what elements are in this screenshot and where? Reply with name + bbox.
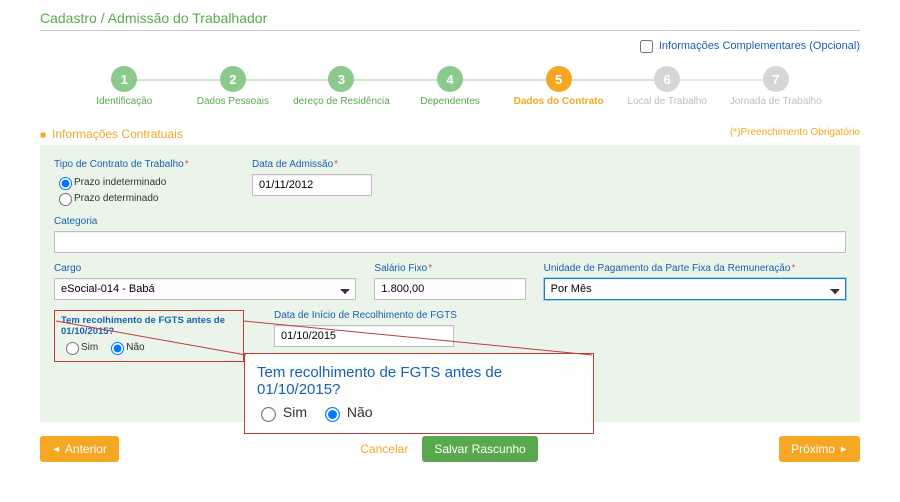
radio-fgts-sim[interactable]: Sim <box>61 342 98 353</box>
callout-radio-não[interactable]: Não <box>321 404 373 420</box>
step-circle: 6 <box>654 66 680 92</box>
select-cargo[interactable]: eSocial-014 - Babá <box>54 278 356 300</box>
input-categoria[interactable] <box>54 231 846 253</box>
radio-group-tipo-contrato: Prazo indeterminado Prazo determinado <box>54 174 234 206</box>
radio-input[interactable] <box>59 177 72 190</box>
prev-button[interactable]: Anterior <box>40 436 119 462</box>
optional-info-text: Informações Complementares (Opcional) <box>659 40 860 52</box>
step-4[interactable]: 4 Dependentes <box>396 66 505 107</box>
label-data-inicio-fgts: Data de Início de Recolhimento de FGTS <box>274 310 457 321</box>
radio-input[interactable] <box>261 407 276 422</box>
step-3[interactable]: 3 dereço de Residência <box>287 66 396 107</box>
page-title: Cadastro / Admissão do Trabalhador <box>40 10 860 31</box>
step-7: 7 Jornada de Trabalho <box>721 66 830 107</box>
step-label: Local de Trabalho <box>613 96 722 107</box>
optional-info-checkbox[interactable] <box>640 40 653 53</box>
label-tipo-contrato: Tipo de Contrato de Trabalho <box>54 159 234 170</box>
step-label: Dados Pessoais <box>179 96 288 107</box>
label-fgts: Tem recolhimento de FGTS antes de 01/10/… <box>61 315 237 337</box>
step-label: Dependentes <box>396 96 505 107</box>
radio-tipo-contrato-det[interactable]: Prazo determinado <box>54 193 159 204</box>
step-label: dereço de Residência <box>287 96 396 107</box>
label-unidade-pagto: Unidade de Pagamento da Parte Fixa da Re… <box>544 263 846 274</box>
step-label: Dados do Contrato <box>504 96 613 107</box>
wizard-stepper: 1 Identificação 2 Dados Pessoais 3 dereço de … <box>40 62 860 121</box>
step-circle: 4 <box>437 66 463 92</box>
callout-radio-sim[interactable]: Sim <box>257 404 307 420</box>
required-note: (*)Preenchimento Obrigatório <box>730 127 860 138</box>
radio-fgts-não[interactable]: Não <box>106 342 144 353</box>
input-data-inicio-fgts[interactable] <box>274 325 454 347</box>
prev-button-label: Anterior <box>65 442 107 456</box>
step-circle: 7 <box>763 66 789 92</box>
step-2[interactable]: 2 Dados Pessoais <box>179 66 288 107</box>
label-data-admissao: Data de Admissão <box>252 159 432 170</box>
radio-input[interactable] <box>325 407 340 422</box>
step-1[interactable]: 1 Identificação <box>70 66 179 107</box>
radio-input[interactable] <box>59 193 72 206</box>
fgts-highlight-box: Tem recolhimento de FGTS antes de 01/10/… <box>54 310 244 362</box>
cancel-link[interactable]: Cancelar <box>360 442 408 456</box>
step-6: 6 Local de Trabalho <box>613 66 722 107</box>
callout-question: Tem recolhimento de FGTS antes de 01/10/… <box>257 364 581 398</box>
step-label: Jornada de Trabalho <box>721 96 830 107</box>
select-unidade-pagto[interactable]: Por Mês <box>544 278 846 300</box>
next-button[interactable]: Próximo <box>779 436 860 462</box>
next-button-label: Próximo <box>791 442 835 456</box>
input-salario[interactable] <box>374 278 525 300</box>
input-data-admissao[interactable] <box>252 174 372 196</box>
radio-tipo-contrato-indet[interactable]: Prazo indeterminado <box>54 177 166 188</box>
radio-input[interactable] <box>111 342 124 355</box>
form-panel: Tipo de Contrato de Trabalho Prazo indet… <box>40 145 860 422</box>
step-circle: 2 <box>220 66 246 92</box>
step-5[interactable]: 5 Dados do Contrato <box>504 66 613 107</box>
label-categoria: Categoria <box>54 216 846 227</box>
radio-input[interactable] <box>66 342 79 355</box>
optional-info-label[interactable]: Informações Complementares (Opcional) <box>636 40 860 52</box>
step-label: Identificação <box>70 96 179 107</box>
callout-zoom: Tem recolhimento de FGTS antes de 01/10/… <box>244 353 594 434</box>
save-draft-button[interactable]: Salvar Rascunho <box>422 436 537 462</box>
callout-options: Sim Não <box>257 404 581 421</box>
label-cargo: Cargo <box>54 263 356 274</box>
footer: Anterior Cancelar Salvar Rascunho Próxim… <box>40 436 860 462</box>
step-circle: 3 <box>328 66 354 92</box>
step-circle: 5 <box>546 66 572 92</box>
step-circle: 1 <box>111 66 137 92</box>
label-salario: Salário Fixo <box>374 263 525 274</box>
radio-group-fgts: Sim Não <box>61 339 237 355</box>
